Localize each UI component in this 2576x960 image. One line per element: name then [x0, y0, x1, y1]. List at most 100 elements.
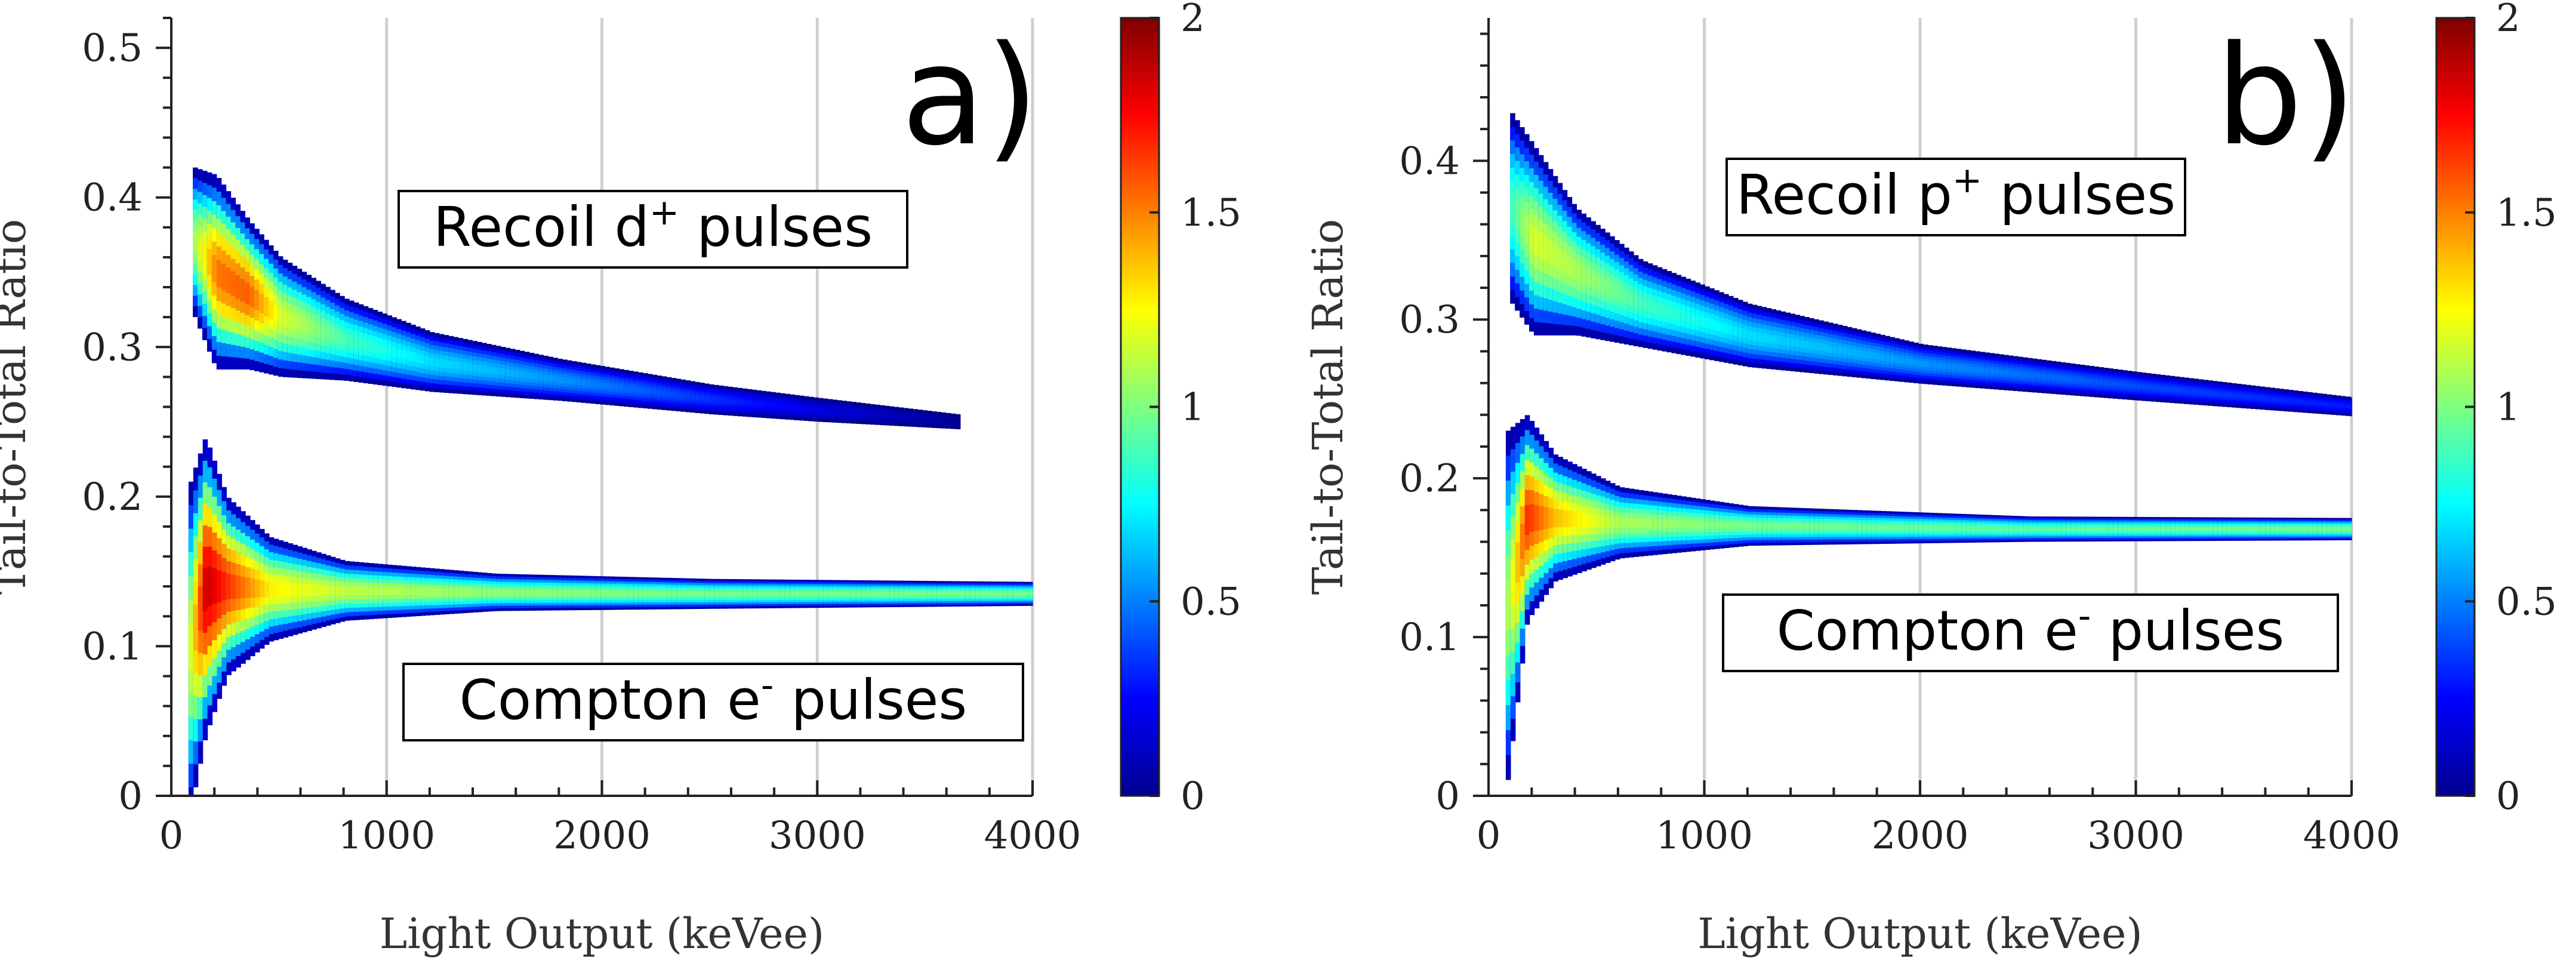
density-cell [1990, 527, 1995, 531]
density-cell [415, 588, 421, 595]
density-cell [273, 582, 279, 597]
density-cell [1875, 353, 1881, 360]
density-cell [1505, 580, 1511, 630]
density-cell [2307, 527, 2313, 531]
density-cell [2213, 392, 2218, 396]
density-cell [392, 587, 398, 595]
density-cell [1928, 525, 1934, 531]
density-cell [1748, 523, 1754, 529]
density-cell [1022, 592, 1028, 596]
density-cell [874, 413, 880, 417]
density-cell [1647, 300, 1653, 312]
density-cell [188, 623, 194, 670]
density-cell [728, 592, 734, 596]
density-cell [619, 384, 624, 390]
density-cell [1619, 287, 1625, 301]
density-cell [794, 405, 800, 410]
density-cell [372, 341, 378, 353]
density-cell [1652, 301, 1658, 314]
density-cell [766, 592, 772, 596]
density-cell [737, 400, 743, 404]
density-cell [1638, 518, 1644, 528]
density-cell [344, 334, 350, 346]
colorbar-tick-label: 0.5 [1181, 580, 1241, 624]
density-cell [1881, 525, 1886, 530]
density-cell [576, 379, 582, 386]
density-cell [1790, 338, 1795, 347]
density-cell [1007, 592, 1013, 596]
density-cell [1691, 521, 1696, 529]
density-cell [1814, 524, 1820, 530]
density-cell [1633, 294, 1639, 307]
x-tick-label: 2000 [553, 814, 651, 858]
density-cell [1762, 523, 1767, 529]
density-cell [1705, 318, 1710, 328]
density-cell [880, 592, 886, 596]
density-cell [2322, 527, 2328, 531]
density-cell [454, 589, 459, 595]
density-cell [1804, 340, 1810, 349]
density-cell [2189, 527, 2195, 531]
density-cell [794, 592, 800, 596]
density-cell [230, 271, 236, 296]
density-cell [316, 322, 321, 337]
density-cell [804, 592, 810, 596]
density-cell [709, 592, 715, 596]
density-cell [984, 592, 990, 596]
density-cell [1819, 343, 1824, 352]
density-cell [368, 587, 374, 595]
density-cell [1989, 368, 1995, 374]
density-cell [837, 410, 842, 414]
density-cell [851, 411, 856, 414]
density-band-1 [1505, 415, 2352, 780]
density-cell [685, 393, 691, 399]
density-cell [785, 592, 791, 596]
density-cell [1809, 524, 1815, 530]
density-cell [1776, 523, 1782, 530]
density-cell [307, 584, 312, 596]
density-cell [908, 416, 914, 419]
density-cell [809, 592, 815, 596]
density-cell [1970, 366, 1976, 372]
density-cell [520, 590, 525, 595]
density-cell [548, 375, 553, 382]
density-cell [609, 383, 615, 389]
density-cell [936, 592, 942, 596]
density-cell [1871, 352, 1876, 359]
density-cell [1539, 506, 1545, 530]
density-cell [245, 577, 251, 598]
density-cell [2113, 527, 2119, 531]
density-cell [212, 568, 218, 605]
density-cell [923, 592, 928, 596]
density-cell [406, 351, 411, 361]
density-cell [2118, 382, 2123, 387]
density-cell [1586, 269, 1591, 287]
density-cell [1866, 525, 1872, 530]
density-cell [2175, 527, 2180, 531]
density-cell [254, 290, 260, 310]
density-cell [904, 592, 909, 596]
density-cell [231, 574, 236, 599]
density-cell [1681, 520, 1687, 528]
density-cell [377, 343, 383, 354]
density-cell [2023, 527, 2029, 531]
density-cell [680, 393, 686, 398]
density-cell [288, 583, 294, 596]
density-cell [941, 592, 947, 596]
density-cell [2061, 527, 2066, 531]
density-cell [544, 590, 549, 596]
density-cell [1918, 361, 1924, 367]
density-cell [2103, 380, 2109, 385]
density-cell [2184, 527, 2190, 531]
density-cell [1937, 363, 1943, 369]
density-cell [335, 586, 341, 596]
density-cell [2284, 399, 2290, 402]
density-cell [292, 583, 298, 596]
density-cell [1757, 523, 1762, 529]
density-cell [420, 355, 426, 364]
density-cell [761, 402, 766, 407]
density-cell [955, 420, 961, 423]
density-cell [2288, 399, 2294, 403]
density-cell [236, 576, 241, 599]
density-cell [2032, 527, 2038, 531]
